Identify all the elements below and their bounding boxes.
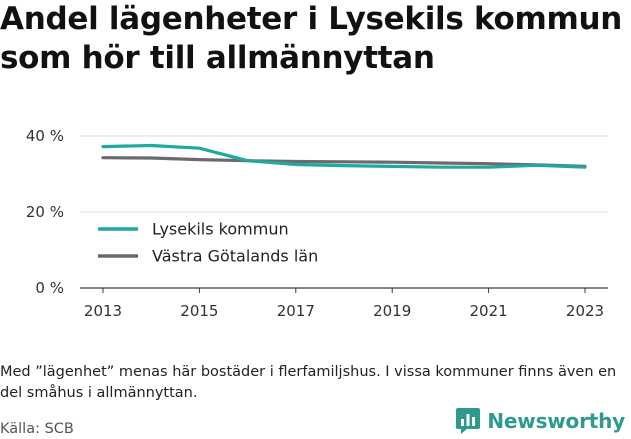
legend: Lysekils kommun Västra Götalands län bbox=[98, 220, 318, 266]
bar-chart-speech-bubble-icon bbox=[456, 408, 481, 434]
x-tick-label: 2019 bbox=[373, 302, 411, 320]
y-tick-label: 40 % bbox=[26, 127, 64, 145]
footnote: Med ”lägenhet” menas här bostäder i fler… bbox=[0, 364, 617, 401]
x-tick-label: 2021 bbox=[470, 302, 508, 320]
series-line bbox=[101, 143, 587, 169]
newsworthy-logo[interactable]: Newsworthy bbox=[455, 407, 625, 435]
chart-title: Andel lägenheter i Lysekils kommun som h… bbox=[0, 1, 623, 76]
legend-label: Lysekils kommun bbox=[152, 220, 289, 239]
x-axis-tick-labels: 2013 2015 2017 2019 2021 2023 bbox=[84, 288, 604, 320]
x-tick-label: 2017 bbox=[277, 302, 315, 320]
line-chart: 0 % 20 % 40 % 2013 2015 2017 2019 2021 2023 Lys… bbox=[26, 127, 608, 320]
series-lines bbox=[101, 143, 587, 169]
legend-label: Västra Götalands län bbox=[152, 247, 318, 266]
series-line bbox=[101, 156, 587, 169]
grid-lines bbox=[80, 135, 608, 289]
brand-name: Newsworthy bbox=[487, 409, 625, 433]
x-tick-label: 2023 bbox=[566, 302, 604, 320]
source-label: Källa: SCB bbox=[0, 421, 74, 437]
y-axis-tick-labels: 0 % 20 % 40 % bbox=[26, 127, 64, 297]
y-tick-label: 0 % bbox=[35, 279, 64, 297]
y-tick-label: 20 % bbox=[26, 203, 64, 221]
x-tick-label: 2013 bbox=[84, 302, 122, 320]
x-tick-label: 2015 bbox=[180, 302, 218, 320]
